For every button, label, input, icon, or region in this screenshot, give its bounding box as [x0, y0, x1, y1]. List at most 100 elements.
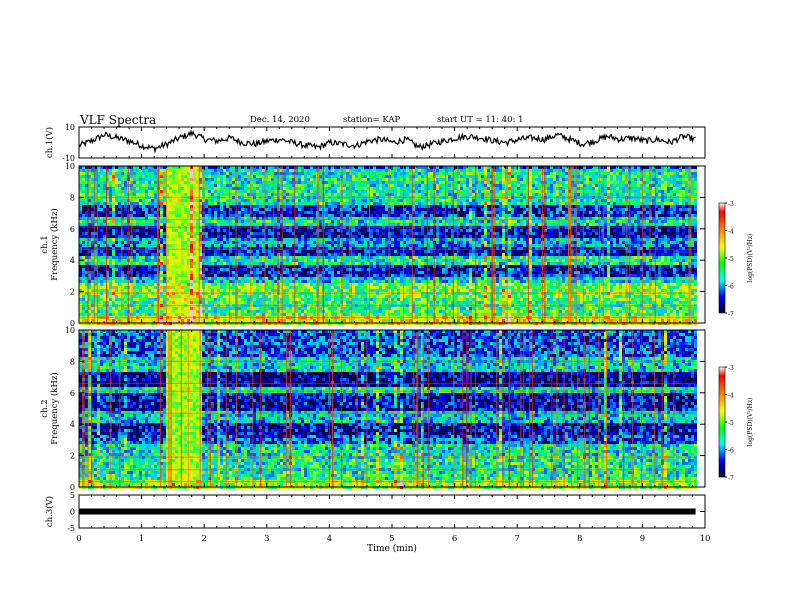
spectrogram-cell [133, 286, 136, 289]
spectrogram-cell [172, 262, 175, 265]
spectrogram-cell [187, 271, 190, 274]
spectrogram-cell [208, 220, 211, 223]
spectrogram-cell [115, 202, 118, 205]
spectrogram-cell [160, 244, 163, 247]
spectrogram-cell [163, 283, 166, 286]
spectrogram-cell [145, 235, 148, 238]
spectrogram-cell [196, 187, 199, 190]
spectrogram-cell [118, 271, 121, 274]
spectrogram-cell [184, 256, 187, 259]
spectrogram-cell [82, 265, 85, 268]
spectrogram-cell [112, 202, 115, 205]
spectrogram-cell [181, 184, 184, 187]
spectrogram-cell [205, 187, 208, 190]
spectrogram-cell [115, 253, 118, 256]
spectrogram-cell [139, 307, 142, 310]
spectrogram-cell [148, 184, 151, 187]
spectrogram-cell [205, 241, 208, 244]
spectrogram-cell [151, 223, 154, 226]
spectrogram-cell [154, 235, 157, 238]
spectrogram-cell [82, 187, 85, 190]
spectrogram-cell [100, 280, 103, 283]
spectrogram-cell [103, 271, 106, 274]
spectrogram-cell [136, 295, 139, 298]
spectrogram-cell [208, 202, 211, 205]
spectrogram-cell [160, 184, 163, 187]
spectrogram-cell [103, 238, 106, 241]
spectrogram-cell [184, 172, 187, 175]
spectrogram-cell [160, 301, 163, 304]
spectrogram-cell [139, 295, 142, 298]
spectrogram-cell [196, 193, 199, 196]
spectrogram-cell [184, 301, 187, 304]
spectrogram-cell [160, 310, 163, 313]
spectrogram-cell [145, 301, 148, 304]
spectrogram-cell [142, 265, 145, 268]
spectrogram-cell [187, 208, 190, 211]
spectrogram-cell [163, 220, 166, 223]
spectrogram-cell [169, 271, 172, 274]
spectrogram-cell [160, 259, 163, 262]
spectrogram-cell [151, 235, 154, 238]
y-tick-label: 10 [65, 123, 75, 132]
spectrogram-cell [124, 271, 127, 274]
spectrogram-cell [133, 232, 136, 235]
spectrogram-cell [190, 268, 193, 271]
spectrogram-cell [136, 208, 139, 211]
spectrogram-cell [139, 214, 142, 217]
spectrogram-cell [148, 232, 151, 235]
spectrogram-cell [139, 271, 142, 274]
spectrogram-cell [190, 280, 193, 283]
spectrogram-cell [163, 298, 166, 301]
spectrogram-cell [196, 298, 199, 301]
spectrogram-cell [190, 298, 193, 301]
spectrogram-cell [151, 256, 154, 259]
spectrogram-cell [100, 265, 103, 268]
spectrogram-cell [133, 190, 136, 193]
spectrogram-cell [163, 277, 166, 280]
spectrogram-cell [91, 223, 94, 226]
spectrogram-cell [139, 238, 142, 241]
spectrogram-cell [100, 199, 103, 202]
spectrogram-cell [124, 181, 127, 184]
spectrogram-cell [82, 250, 85, 253]
spectrogram-cell [181, 277, 184, 280]
spectrogram-cell [196, 169, 199, 172]
spectrogram-cell [160, 289, 163, 292]
spectrogram-cell [205, 244, 208, 247]
spectrogram-cell [187, 283, 190, 286]
spectrogram-cell [148, 178, 151, 181]
spectrogram-cell [82, 307, 85, 310]
spectrogram-cell [196, 310, 199, 313]
spectrogram-cell [139, 232, 142, 235]
spectrogram-cell [118, 184, 121, 187]
spectrogram-cell [172, 253, 175, 256]
spectrogram-cell [160, 172, 163, 175]
spectrogram-cell [175, 220, 178, 223]
spectrogram-cell [139, 205, 142, 208]
spectrogram-cell [136, 223, 139, 226]
spectrogram-cell [142, 169, 145, 172]
spectrogram-cell [136, 190, 139, 193]
spectrogram-cell [151, 295, 154, 298]
spectrogram-cell [172, 244, 175, 247]
spectrogram-cell [118, 199, 121, 202]
spectrogram-cell [178, 199, 181, 202]
spectrogram-cell [190, 295, 193, 298]
spectrogram-cell [187, 184, 190, 187]
spectrogram-cell [154, 295, 157, 298]
spectrogram-cell [190, 313, 193, 316]
spectrogram-cell [124, 283, 127, 286]
spectrogram-cell [124, 238, 127, 241]
spectrogram-cell [178, 178, 181, 181]
spectrogram-cell [136, 319, 139, 322]
spectrogram-cell [205, 259, 208, 262]
spectrogram-cell [184, 313, 187, 316]
spectrogram-cell [133, 184, 136, 187]
spectrogram-cell [163, 265, 166, 268]
spectrogram-cell [184, 202, 187, 205]
spectrogram-cell [139, 193, 142, 196]
spectrogram-cell [118, 223, 121, 226]
spectrogram-cell [178, 172, 181, 175]
spectrogram-cell [82, 301, 85, 304]
